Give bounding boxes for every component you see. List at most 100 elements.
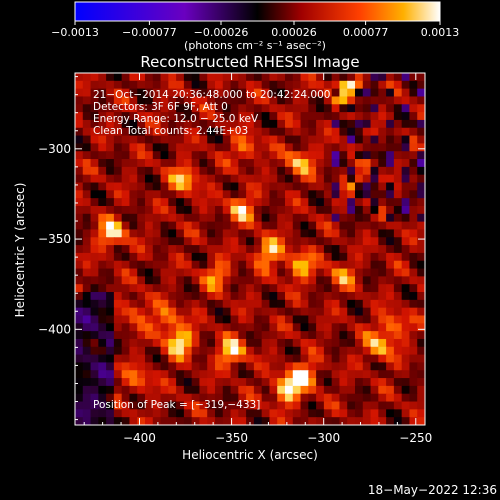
heatmap-cell	[277, 346, 286, 356]
heatmap-cell	[98, 268, 107, 277]
heatmap-cell	[393, 323, 403, 332]
heatmap-cell	[238, 245, 247, 254]
heatmap-cell	[121, 221, 131, 231]
heatmap-cell	[370, 213, 379, 223]
heatmap-cell	[316, 198, 325, 207]
heatmap-cell	[401, 159, 411, 168]
heatmap-cell	[129, 299, 138, 309]
heatmap-cell	[207, 88, 216, 98]
heatmap-cell	[222, 338, 232, 348]
heatmap-cell	[362, 143, 372, 152]
heatmap-cell	[300, 182, 309, 191]
heatmap-cell	[113, 331, 123, 340]
heatmap-cell	[386, 182, 395, 191]
heatmap-cell	[121, 378, 131, 387]
heatmap-cell	[90, 104, 99, 113]
heatmap-cell	[393, 221, 403, 231]
heatmap-cell	[183, 307, 193, 317]
heatmap-cell	[386, 213, 395, 223]
heatmap-cell	[355, 299, 364, 309]
heatmap-cell	[82, 104, 92, 113]
heatmap-cell	[347, 362, 356, 371]
heatmap-cell	[129, 182, 138, 191]
heatmap-cell	[207, 96, 216, 105]
heatmap-cell	[113, 213, 123, 223]
heatmap-cell	[183, 252, 193, 262]
heatmap-cell	[292, 182, 302, 191]
heatmap-cell	[160, 299, 169, 309]
heatmap-cell	[207, 299, 216, 309]
heatmap-cell	[285, 174, 294, 184]
heatmap-cell	[308, 276, 317, 285]
heatmap-cell	[75, 104, 84, 113]
heatmap-cell	[401, 417, 411, 425]
heatmap-cell	[308, 307, 317, 317]
heatmap-cell	[261, 409, 271, 418]
heatmap-cell	[417, 143, 425, 152]
heatmap-cell	[347, 213, 356, 223]
heatmap-cell	[386, 331, 395, 340]
heatmap-cell	[300, 354, 309, 364]
heatmap-cell	[253, 245, 263, 254]
heatmap-cell	[393, 166, 403, 176]
heatmap-cell	[323, 237, 333, 246]
heatmap-cell	[222, 346, 232, 356]
heatmap-cell	[347, 96, 356, 105]
heatmap-cell	[199, 393, 208, 403]
heatmap-cell	[378, 73, 387, 82]
heatmap-cell	[113, 80, 123, 90]
heatmap-cell	[417, 182, 425, 191]
heatmap-cell	[316, 354, 325, 364]
heatmap-cell	[137, 385, 146, 395]
heatmap-cell	[152, 229, 162, 238]
heatmap-cell	[191, 252, 201, 262]
heatmap-cell	[292, 370, 302, 379]
heatmap-cell	[253, 260, 263, 270]
heatmap-cell	[82, 182, 92, 191]
heatmap-cell	[230, 174, 239, 184]
heatmap-cell	[176, 229, 185, 238]
heatmap-cell	[90, 346, 99, 356]
heatmap-cell	[261, 385, 271, 395]
heatmap-cell	[347, 80, 356, 90]
heatmap-cell	[355, 198, 364, 207]
heatmap-cell	[246, 260, 255, 270]
heatmap-cell	[386, 229, 395, 238]
heatmap-cell	[183, 198, 193, 207]
heatmap-cell	[417, 159, 425, 168]
heatmap-cell	[222, 229, 232, 238]
heatmap-cell	[316, 237, 325, 246]
heatmap-cell	[277, 229, 286, 238]
heatmap-cell	[137, 338, 146, 348]
heatmap-cell	[308, 174, 317, 184]
heatmap-cell	[316, 159, 325, 168]
heatmap-cell	[215, 393, 224, 403]
heatmap-cell	[168, 401, 177, 410]
heatmap-cell	[168, 190, 177, 199]
heatmap-cell	[355, 378, 364, 387]
heatmap-cell	[82, 190, 92, 199]
heatmap-cell	[183, 80, 193, 90]
heatmap-cell	[145, 237, 154, 246]
heatmap-cell	[75, 315, 84, 324]
heatmap-cell	[113, 229, 123, 238]
heatmap-cell	[152, 159, 162, 168]
heatmap-cell	[129, 276, 138, 285]
heatmap-cell	[98, 221, 107, 231]
heatmap-cell	[160, 151, 169, 160]
heatmap-cell	[129, 354, 138, 364]
heatmap-cell	[176, 385, 185, 395]
heatmap-cell	[300, 174, 309, 184]
heatmap-cell	[409, 245, 418, 254]
heatmap-cell	[316, 284, 325, 293]
heatmap-cell	[347, 174, 356, 184]
heatmap-cell	[378, 252, 387, 262]
heatmap-cell	[253, 143, 263, 152]
heatmap-cell	[378, 237, 387, 246]
heatmap-cell	[401, 127, 411, 137]
heatmap-cell	[339, 385, 348, 395]
heatmap-cell	[331, 190, 341, 199]
heatmap-cell	[323, 315, 333, 324]
heatmap-cell	[183, 159, 193, 168]
colorbar: −0.0013 −0.00077 −0.00026 0.00026 0.00077 0.0…	[51, 1, 459, 52]
